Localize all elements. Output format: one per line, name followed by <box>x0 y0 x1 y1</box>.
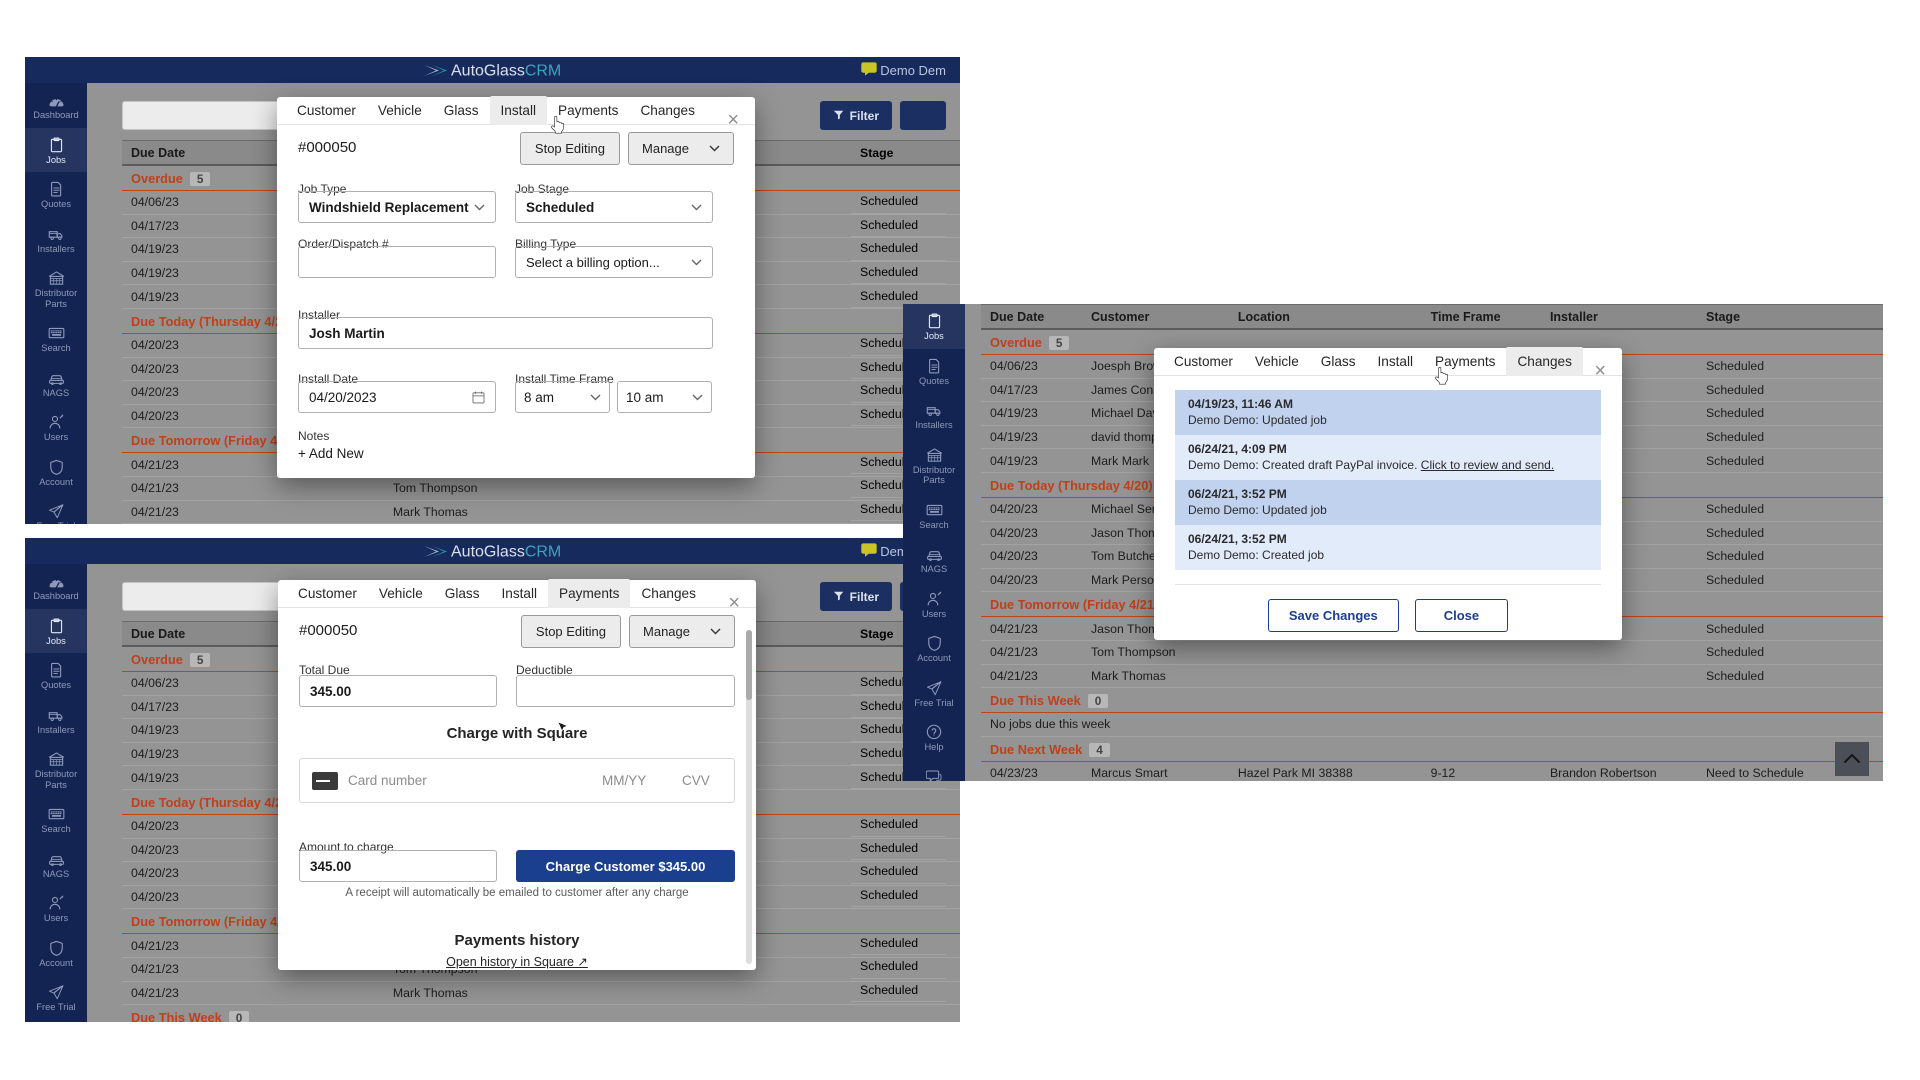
svg-text:AutoGlassCRM: AutoGlassCRM <box>451 543 561 560</box>
svg-text:AutoGlassCRM: AutoGlassCRM <box>451 62 561 79</box>
